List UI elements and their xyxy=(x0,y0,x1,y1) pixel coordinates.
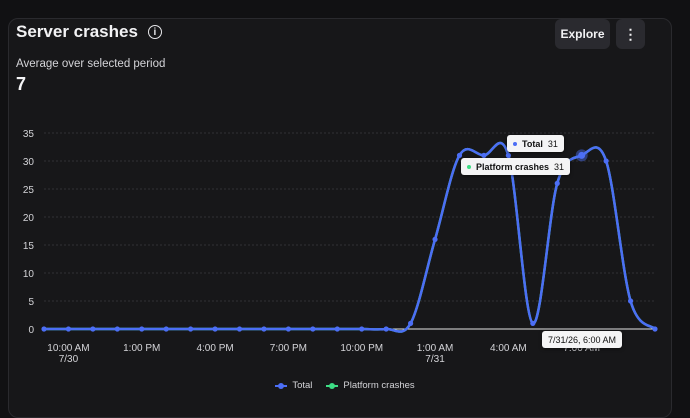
total-data-point xyxy=(139,326,145,332)
y-tick-label: 10 xyxy=(23,269,35,280)
more-options-button[interactable]: ⋮ xyxy=(616,19,645,49)
total-data-point xyxy=(359,326,365,332)
y-tick-label: 35 xyxy=(23,129,35,140)
total-data-point xyxy=(456,152,463,158)
x-tick-label: 1:00 PM xyxy=(123,343,160,354)
legend-item-platform[interactable]: Platform crashes xyxy=(326,380,415,391)
legend-item-total[interactable]: Total xyxy=(275,380,312,391)
tooltip-platform-value: 31 xyxy=(554,161,565,172)
legend-total-label: Total xyxy=(292,380,313,391)
total-data-point xyxy=(41,326,47,332)
total-data-point xyxy=(554,180,560,186)
info-icon[interactable]: i xyxy=(147,25,162,39)
total-data-point xyxy=(188,326,194,332)
x-tick-sublabel: 7/31 xyxy=(425,354,445,365)
chart-legend: Total Platform crashes xyxy=(0,380,690,391)
total-data-point xyxy=(627,298,634,304)
total-data-point xyxy=(505,152,511,158)
total-data-point xyxy=(212,326,218,332)
x-tick-label: 7:00 AM xyxy=(563,343,600,354)
average-value: 7 xyxy=(16,74,27,94)
total-data-point xyxy=(603,158,609,164)
total-data-point xyxy=(310,326,316,332)
total-data-point xyxy=(652,326,658,332)
crashes-line-chart[interactable]: 0 5 10 15 20 25 30 35 10:00 AM7/30 1:00 PM 4:00 PM… xyxy=(0,0,690,401)
tooltip-total-label: Total xyxy=(522,138,543,149)
y-tick-label: 15 xyxy=(23,241,35,252)
total-swatch-icon xyxy=(275,382,288,389)
x-tick-label: 4:00 PM xyxy=(196,343,233,354)
total-data-point xyxy=(481,152,487,158)
y-tick-label: 5 xyxy=(28,297,34,308)
card-header: Server crashes i xyxy=(16,22,162,42)
card-title: Server crashes xyxy=(16,22,138,41)
x-tick-label: 1:00 AM xyxy=(417,343,454,354)
y-tick-label: 0 xyxy=(28,325,34,336)
x-tick-label: 4:00 AM xyxy=(490,343,527,354)
tooltip-platform: Platform crashes 31 xyxy=(461,158,571,175)
legend-platform-label: Platform crashes xyxy=(343,380,415,391)
x-tick-label: 10:00 PM xyxy=(340,343,383,354)
total-data-point xyxy=(408,320,414,326)
tooltip-total: Total 31 xyxy=(507,135,564,152)
average-label: Average over selected period xyxy=(16,58,166,70)
server-crashes-card xyxy=(8,18,672,418)
platform-dot-icon xyxy=(467,164,471,169)
x-tick-label: 7:00 PM xyxy=(270,343,307,354)
total-data-point xyxy=(65,326,72,332)
total-dot-icon xyxy=(513,141,517,146)
tooltip-time: 7/31/26, 6:00 AM xyxy=(542,331,623,348)
total-data-point xyxy=(530,320,536,326)
total-data-point xyxy=(383,326,389,332)
total-data-point xyxy=(334,326,340,332)
total-data-point xyxy=(285,326,291,332)
total-data-point xyxy=(114,326,120,332)
y-tick-label: 30 xyxy=(23,157,35,168)
x-tick-label: 10:00 AM xyxy=(47,343,89,354)
total-data-point xyxy=(261,326,267,332)
y-tick-label: 20 xyxy=(23,213,35,224)
tooltip-time-label: 7/31/26, 6:00 AM xyxy=(548,334,617,345)
total-data-point xyxy=(236,326,243,332)
hover-point xyxy=(578,151,586,159)
explore-button[interactable]: Explore xyxy=(555,19,610,49)
x-tick-sublabel: 7/30 xyxy=(59,354,79,365)
total-data-point xyxy=(432,236,438,242)
total-data-point xyxy=(163,326,169,332)
platform-swatch-icon xyxy=(326,382,339,389)
tooltip-platform-label: Platform crashes xyxy=(476,161,550,172)
total-data-point xyxy=(90,326,96,332)
y-tick-label: 25 xyxy=(23,185,35,196)
tooltip-total-value: 31 xyxy=(547,138,558,149)
